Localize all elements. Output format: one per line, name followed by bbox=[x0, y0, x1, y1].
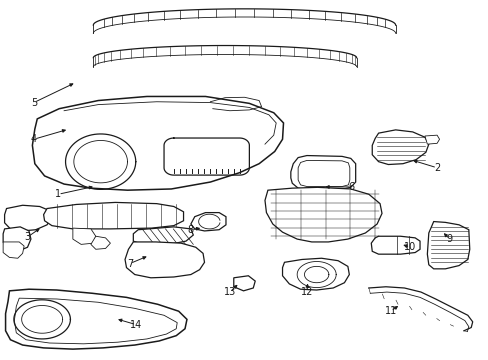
Text: 5: 5 bbox=[31, 98, 37, 108]
Text: 11: 11 bbox=[384, 306, 396, 316]
Polygon shape bbox=[14, 298, 177, 344]
Text: 8: 8 bbox=[187, 225, 194, 235]
Polygon shape bbox=[91, 236, 110, 249]
Polygon shape bbox=[424, 135, 439, 144]
Polygon shape bbox=[4, 205, 52, 231]
Text: 9: 9 bbox=[446, 234, 451, 244]
Polygon shape bbox=[43, 202, 183, 229]
Polygon shape bbox=[32, 96, 283, 190]
Text: 12: 12 bbox=[300, 287, 312, 297]
Polygon shape bbox=[371, 130, 428, 165]
Polygon shape bbox=[282, 258, 348, 290]
Polygon shape bbox=[73, 228, 96, 244]
Polygon shape bbox=[190, 213, 225, 231]
Polygon shape bbox=[264, 187, 381, 242]
Text: 3: 3 bbox=[24, 232, 31, 242]
Text: 1: 1 bbox=[55, 189, 61, 199]
Polygon shape bbox=[427, 221, 469, 269]
Polygon shape bbox=[290, 156, 355, 190]
Text: 7: 7 bbox=[126, 258, 133, 269]
Polygon shape bbox=[233, 276, 255, 291]
Text: 14: 14 bbox=[130, 320, 142, 330]
Text: 10: 10 bbox=[404, 242, 416, 252]
Text: 6: 6 bbox=[348, 182, 354, 192]
Text: 2: 2 bbox=[433, 163, 439, 173]
Polygon shape bbox=[133, 227, 193, 245]
Polygon shape bbox=[3, 227, 31, 251]
Text: 4: 4 bbox=[31, 134, 37, 144]
Text: 13: 13 bbox=[224, 287, 236, 297]
Polygon shape bbox=[3, 242, 24, 258]
Polygon shape bbox=[5, 289, 186, 349]
Polygon shape bbox=[370, 236, 419, 254]
Polygon shape bbox=[125, 242, 204, 278]
Polygon shape bbox=[298, 161, 349, 186]
